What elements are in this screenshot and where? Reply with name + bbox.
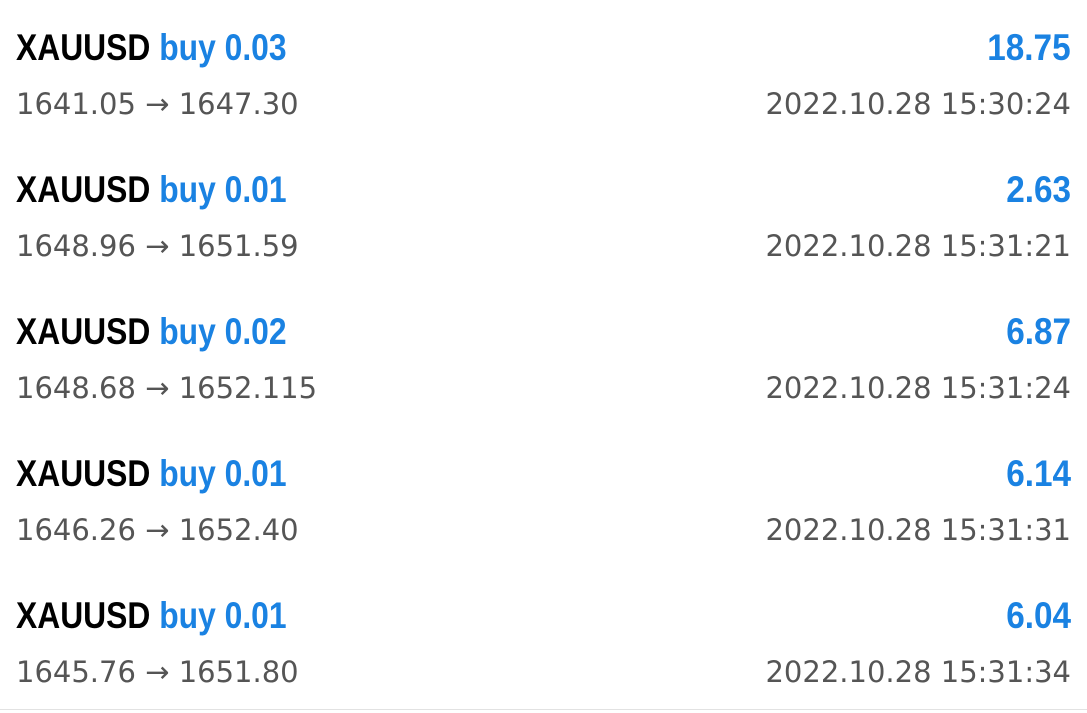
trade-profit: 6.87 [1006, 311, 1071, 352]
trade-side: buy [159, 27, 216, 68]
trade-profit: 18.75 [987, 27, 1071, 68]
trade-prices: 1641.05 → 1647.30 [16, 86, 299, 122]
trade-time: 2022.10.28 15:31:31 [765, 513, 1071, 547]
trade-row[interactable]: XAUUSD buy 0.03 18.75 1641.05 → 1647.30 … [0, 0, 1087, 142]
arrow-right-icon: → [145, 513, 170, 547]
trade-title: XAUUSD buy 0.01 [16, 168, 287, 212]
trade-time: 2022.10.28 15:31:24 [765, 371, 1071, 405]
arrow-right-icon: → [145, 371, 170, 405]
trade-symbol: XAUUSD [16, 595, 151, 636]
close-price: 1652.40 [178, 513, 299, 547]
arrow-right-icon: → [145, 87, 170, 121]
trade-lots: 0.01 [224, 453, 287, 494]
trade-side: buy [159, 453, 216, 494]
trade-title: XAUUSD buy 0.02 [16, 310, 287, 354]
trade-row[interactable]: XAUUSD buy 0.01 6.04 1645.76 → 1651.80 2… [0, 568, 1087, 710]
open-price: 1645.76 [16, 655, 136, 689]
trade-side: buy [159, 595, 216, 636]
close-price: 1647.30 [178, 87, 299, 121]
trade-time: 2022.10.28 15:31:34 [765, 655, 1071, 689]
trade-prices: 1645.76 → 1651.80 [16, 654, 299, 690]
trade-profit: 2.63 [1006, 169, 1071, 210]
trade-lots: 0.02 [224, 311, 287, 352]
trade-prices: 1646.26 → 1652.40 [16, 512, 299, 548]
trade-row[interactable]: XAUUSD buy 0.01 6.14 1646.26 → 1652.40 2… [0, 426, 1087, 568]
trade-profit: 6.14 [1006, 453, 1071, 494]
trade-lots: 0.03 [224, 27, 287, 68]
trade-title: XAUUSD buy 0.03 [16, 26, 287, 70]
row-divider [0, 709, 1087, 710]
trade-time: 2022.10.28 15:31:21 [765, 229, 1071, 263]
trade-lots: 0.01 [224, 595, 287, 636]
trade-symbol: XAUUSD [16, 453, 151, 494]
open-price: 1648.96 [16, 229, 136, 263]
trade-prices: 1648.96 → 1651.59 [16, 228, 299, 264]
open-price: 1646.26 [16, 513, 136, 547]
arrow-right-icon: → [145, 655, 170, 689]
trade-title: XAUUSD buy 0.01 [16, 452, 287, 496]
trade-symbol: XAUUSD [16, 311, 151, 352]
close-price: 1651.80 [178, 655, 299, 689]
open-price: 1648.68 [16, 371, 136, 405]
trade-title: XAUUSD buy 0.01 [16, 594, 287, 638]
trade-side: buy [159, 311, 216, 352]
trade-time: 2022.10.28 15:30:24 [765, 87, 1071, 121]
arrow-right-icon: → [145, 229, 170, 263]
trade-profit: 6.04 [1006, 595, 1071, 636]
trade-symbol: XAUUSD [16, 169, 151, 210]
trade-row[interactable]: XAUUSD buy 0.02 6.87 1648.68 → 1652.115 … [0, 284, 1087, 426]
trade-row[interactable]: XAUUSD buy 0.01 2.63 1648.96 → 1651.59 2… [0, 142, 1087, 284]
close-price: 1651.59 [178, 229, 299, 263]
trade-lots: 0.01 [224, 169, 287, 210]
trade-side: buy [159, 169, 216, 210]
open-price: 1641.05 [16, 87, 136, 121]
close-price: 1652.115 [178, 371, 318, 405]
trade-symbol: XAUUSD [16, 27, 151, 68]
trade-prices: 1648.68 → 1652.115 [16, 370, 317, 406]
